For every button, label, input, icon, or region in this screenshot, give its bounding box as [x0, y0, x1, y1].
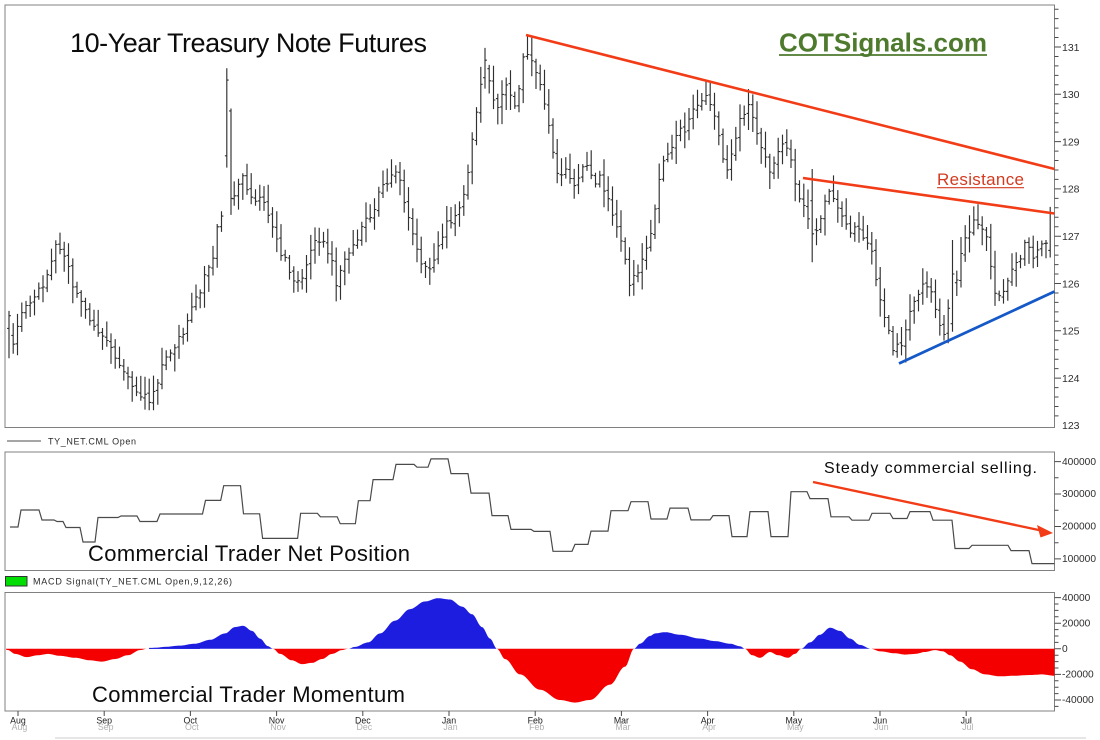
svg-text:Sep: Sep — [98, 722, 114, 732]
svg-text:126: 126 — [1062, 278, 1080, 290]
svg-text:124: 124 — [1062, 373, 1080, 385]
svg-text:Dec: Dec — [355, 716, 371, 726]
svg-text:Aug: Aug — [10, 716, 26, 726]
svg-text:Commercial Trader Momentum: Commercial Trader Momentum — [92, 682, 405, 707]
svg-text:Nov: Nov — [269, 716, 285, 726]
svg-text:Jun: Jun — [873, 716, 887, 726]
svg-text:Jul: Jul — [962, 722, 973, 732]
svg-text:130: 130 — [1062, 89, 1080, 101]
svg-text:131: 131 — [1062, 42, 1080, 54]
svg-text:123: 123 — [1062, 420, 1080, 432]
svg-text:Oct: Oct — [184, 716, 198, 726]
svg-text:-20000: -20000 — [1062, 670, 1094, 681]
svg-text:Feb: Feb — [529, 722, 544, 732]
svg-text:Aug: Aug — [12, 722, 28, 732]
svg-text:100000: 100000 — [1062, 554, 1096, 565]
svg-text:Mar: Mar — [614, 716, 629, 726]
svg-text:400000: 400000 — [1062, 457, 1096, 468]
svg-text:TY_NET.CML Open: TY_NET.CML Open — [48, 437, 136, 447]
svg-text:May: May — [785, 716, 802, 726]
svg-text:200000: 200000 — [1062, 522, 1096, 533]
svg-text:Oct: Oct — [185, 722, 199, 732]
svg-text:Nov: Nov — [270, 722, 286, 732]
svg-text:125: 125 — [1062, 326, 1080, 338]
svg-text:Steady commercial selling.: Steady commercial selling. — [824, 460, 1037, 477]
svg-text:Feb: Feb — [528, 716, 543, 726]
svg-text:127: 127 — [1062, 231, 1080, 243]
svg-text:10-Year Treasury Note Futures: 10-Year Treasury Note Futures — [70, 28, 427, 58]
svg-text:Commercial Trader Net Position: Commercial Trader Net Position — [88, 541, 410, 566]
svg-text:129: 129 — [1062, 136, 1080, 148]
svg-text:COTSignals.com: COTSignals.com — [779, 28, 987, 58]
svg-text:Resistance: Resistance — [937, 170, 1024, 189]
svg-text:Apr: Apr — [701, 716, 715, 726]
svg-text:-40000: -40000 — [1062, 695, 1094, 706]
svg-text:Jul: Jul — [961, 716, 972, 726]
svg-text:Apr: Apr — [702, 722, 716, 732]
svg-text:May: May — [787, 722, 804, 732]
svg-text:Jan: Jan — [442, 716, 456, 726]
svg-text:Sep: Sep — [96, 716, 112, 726]
svg-text:300000: 300000 — [1062, 489, 1096, 500]
svg-text:Jan: Jan — [443, 722, 457, 732]
svg-text:Dec: Dec — [356, 722, 372, 732]
svg-text:MACD Signal(TY_NET.CML Open,9,: MACD Signal(TY_NET.CML Open,9,12,26) — [33, 577, 232, 587]
svg-text:Jun: Jun — [874, 722, 888, 732]
svg-text:128: 128 — [1062, 184, 1080, 196]
svg-text:Mar: Mar — [615, 722, 630, 732]
svg-text:0: 0 — [1062, 644, 1068, 655]
svg-text:20000: 20000 — [1062, 618, 1091, 629]
svg-text:40000: 40000 — [1062, 593, 1091, 604]
